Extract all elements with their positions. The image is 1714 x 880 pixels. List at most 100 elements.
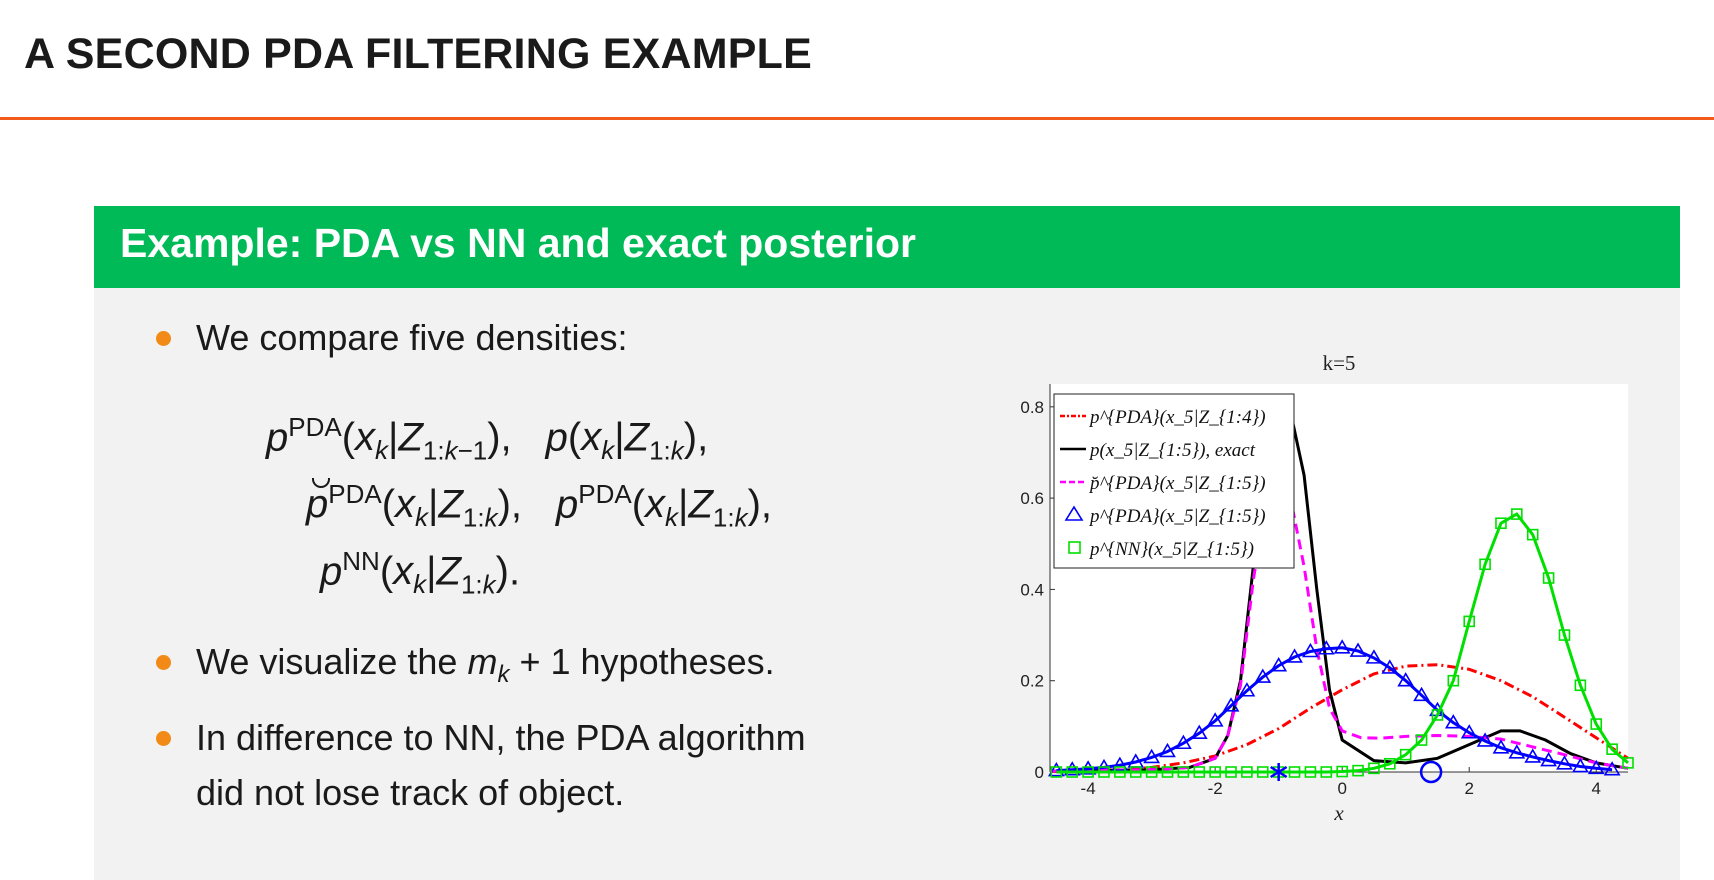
y-tick-label: 0 (1035, 763, 1044, 782)
data-point-square (1241, 766, 1253, 778)
data-point-triangle (1492, 739, 1510, 754)
y-tick-label: 0.8 (1020, 398, 1044, 417)
data-point-triangle (1381, 659, 1399, 674)
data-point-triangle (1302, 642, 1319, 658)
legend-label: p^{PDA}(x_5|Z_{1:5}) (1088, 506, 1266, 527)
data-point-square (1193, 766, 1206, 778)
x-axis-label: x (1333, 801, 1344, 825)
x-tick-label: -4 (1081, 779, 1096, 798)
data-point-square (1495, 517, 1507, 530)
data-point-triangle (1190, 724, 1208, 740)
data-point-square (1256, 766, 1269, 778)
data-point-square (1320, 766, 1333, 778)
x-tick-label: 2 (1464, 779, 1473, 798)
data-point-square (1288, 766, 1301, 778)
data-point-square (1399, 748, 1412, 761)
density-chart: -4 -2 0 2 4 0 0.2 0.4 0.6 0.8 k=5 x p^{PDA}(x_5|Z_{1… (1020, 351, 1634, 825)
data-point-triangle (1286, 648, 1303, 663)
data-point-triangle (1397, 672, 1415, 687)
data-point-square (1161, 766, 1174, 778)
x-tick-label: 4 (1592, 779, 1601, 798)
data-point-square (1082, 766, 1094, 778)
data-point-square (1129, 766, 1142, 778)
legend-swatch (1064, 505, 1084, 521)
y-tick-label: 0.6 (1020, 489, 1044, 508)
equation-line-3: pNN(xk|Z1:k). (320, 546, 521, 600)
data-point-square (1542, 572, 1555, 584)
bullet-text: We compare five densities: (196, 317, 628, 358)
equation-line-1: pPDA(xk|Z1:k−1), p(xk|Z1:k), (266, 412, 709, 466)
data-point-triangle (1079, 760, 1097, 775)
data-point-square (1145, 766, 1158, 778)
data-point-square (1336, 765, 1348, 778)
data-point-square (1368, 762, 1380, 775)
data-point-square (1526, 528, 1539, 541)
series-line (1056, 512, 1629, 774)
data-point-square (1098, 766, 1110, 778)
data-point-triangle (1587, 759, 1605, 775)
data-point-triangle (1063, 761, 1081, 776)
asterisk-stroke (1269, 765, 1288, 779)
title-rule (0, 117, 1714, 120)
data-point-triangle (1174, 734, 1192, 750)
data-point-triangle (1460, 724, 1478, 739)
bullet-text: We visualize the mk + 1 hypotheses. (196, 641, 775, 689)
legend-label: p̆^{PDA}(x_5|Z_{1:5}) (1088, 473, 1266, 494)
data-point-square (1431, 709, 1444, 721)
x-tick-label: 0 (1337, 779, 1346, 798)
data-point-square (1479, 558, 1491, 571)
data-point-triangle (1254, 668, 1272, 683)
measurement-circle-marker (1419, 760, 1443, 784)
data-point-triangle (1571, 757, 1589, 773)
data-point-square (1511, 508, 1523, 520)
data-point-triangle (1111, 756, 1129, 771)
data-point-square (1209, 766, 1221, 778)
chart-title: k=5 (1323, 351, 1356, 375)
data-point-triangle (1047, 762, 1065, 777)
data-point-square (1415, 734, 1428, 746)
y-tick-label: 0.4 (1020, 580, 1044, 599)
data-point-triangle (1143, 748, 1161, 764)
legend-label: p^{PDA}(x_5|Z_{1:4}) (1088, 407, 1266, 428)
data-point-square (1558, 629, 1571, 641)
bullet-text: In difference to NN, the PDA algorithm (196, 717, 806, 758)
y-tick-label: 0.2 (1020, 672, 1044, 691)
data-point-triangle (1556, 755, 1573, 770)
data-point-triangle (1317, 640, 1335, 655)
data-point-triangle (1476, 732, 1494, 747)
bullet-dot (156, 655, 171, 670)
data-point-square (1606, 743, 1618, 755)
legend-swatch (1068, 541, 1081, 554)
equation-line-2: pPDA(xk|Z1:k), pPDA(xk|Z1:k), (306, 478, 772, 533)
legend-label: p(x_5|Z_{1:5}), exact (1088, 440, 1256, 461)
data-point-triangle (1238, 682, 1256, 697)
data-point-square (1574, 679, 1587, 692)
data-point-triangle (1540, 752, 1557, 767)
data-point-square (1590, 718, 1603, 730)
data-point-square (1463, 615, 1476, 628)
series-line (1056, 646, 1613, 773)
data-point-square (1050, 766, 1063, 778)
bullet-text: did not lose track of object. (196, 772, 625, 813)
data-point-square (1384, 757, 1396, 770)
block-header: Example: PDA vs NN and exact posterior (94, 206, 1680, 288)
data-point-triangle (1444, 714, 1462, 729)
x-tick-label: -2 (1208, 779, 1223, 798)
data-point-square (1225, 766, 1237, 778)
measurement-asterisk-marker (1269, 763, 1288, 781)
bullet-dot (156, 731, 171, 746)
data-point-triangle (1206, 712, 1224, 727)
bullet-dot (156, 331, 171, 346)
data-point-square (1352, 764, 1364, 777)
data-point-square (1114, 766, 1126, 778)
data-point-triangle (1333, 639, 1351, 654)
legend-label: p^{NN}(x_5|Z_{1:5}) (1088, 539, 1254, 560)
data-point-triangle (1222, 697, 1240, 712)
series-line (1049, 409, 1629, 773)
slide-title: A SECOND PDA FILTERING EXAMPLE (24, 30, 812, 78)
data-point-square (1622, 757, 1634, 769)
data-point-square (1304, 766, 1317, 778)
data-point-triangle (1508, 744, 1526, 759)
data-point-triangle (1603, 761, 1621, 776)
data-point-square (1066, 766, 1079, 778)
